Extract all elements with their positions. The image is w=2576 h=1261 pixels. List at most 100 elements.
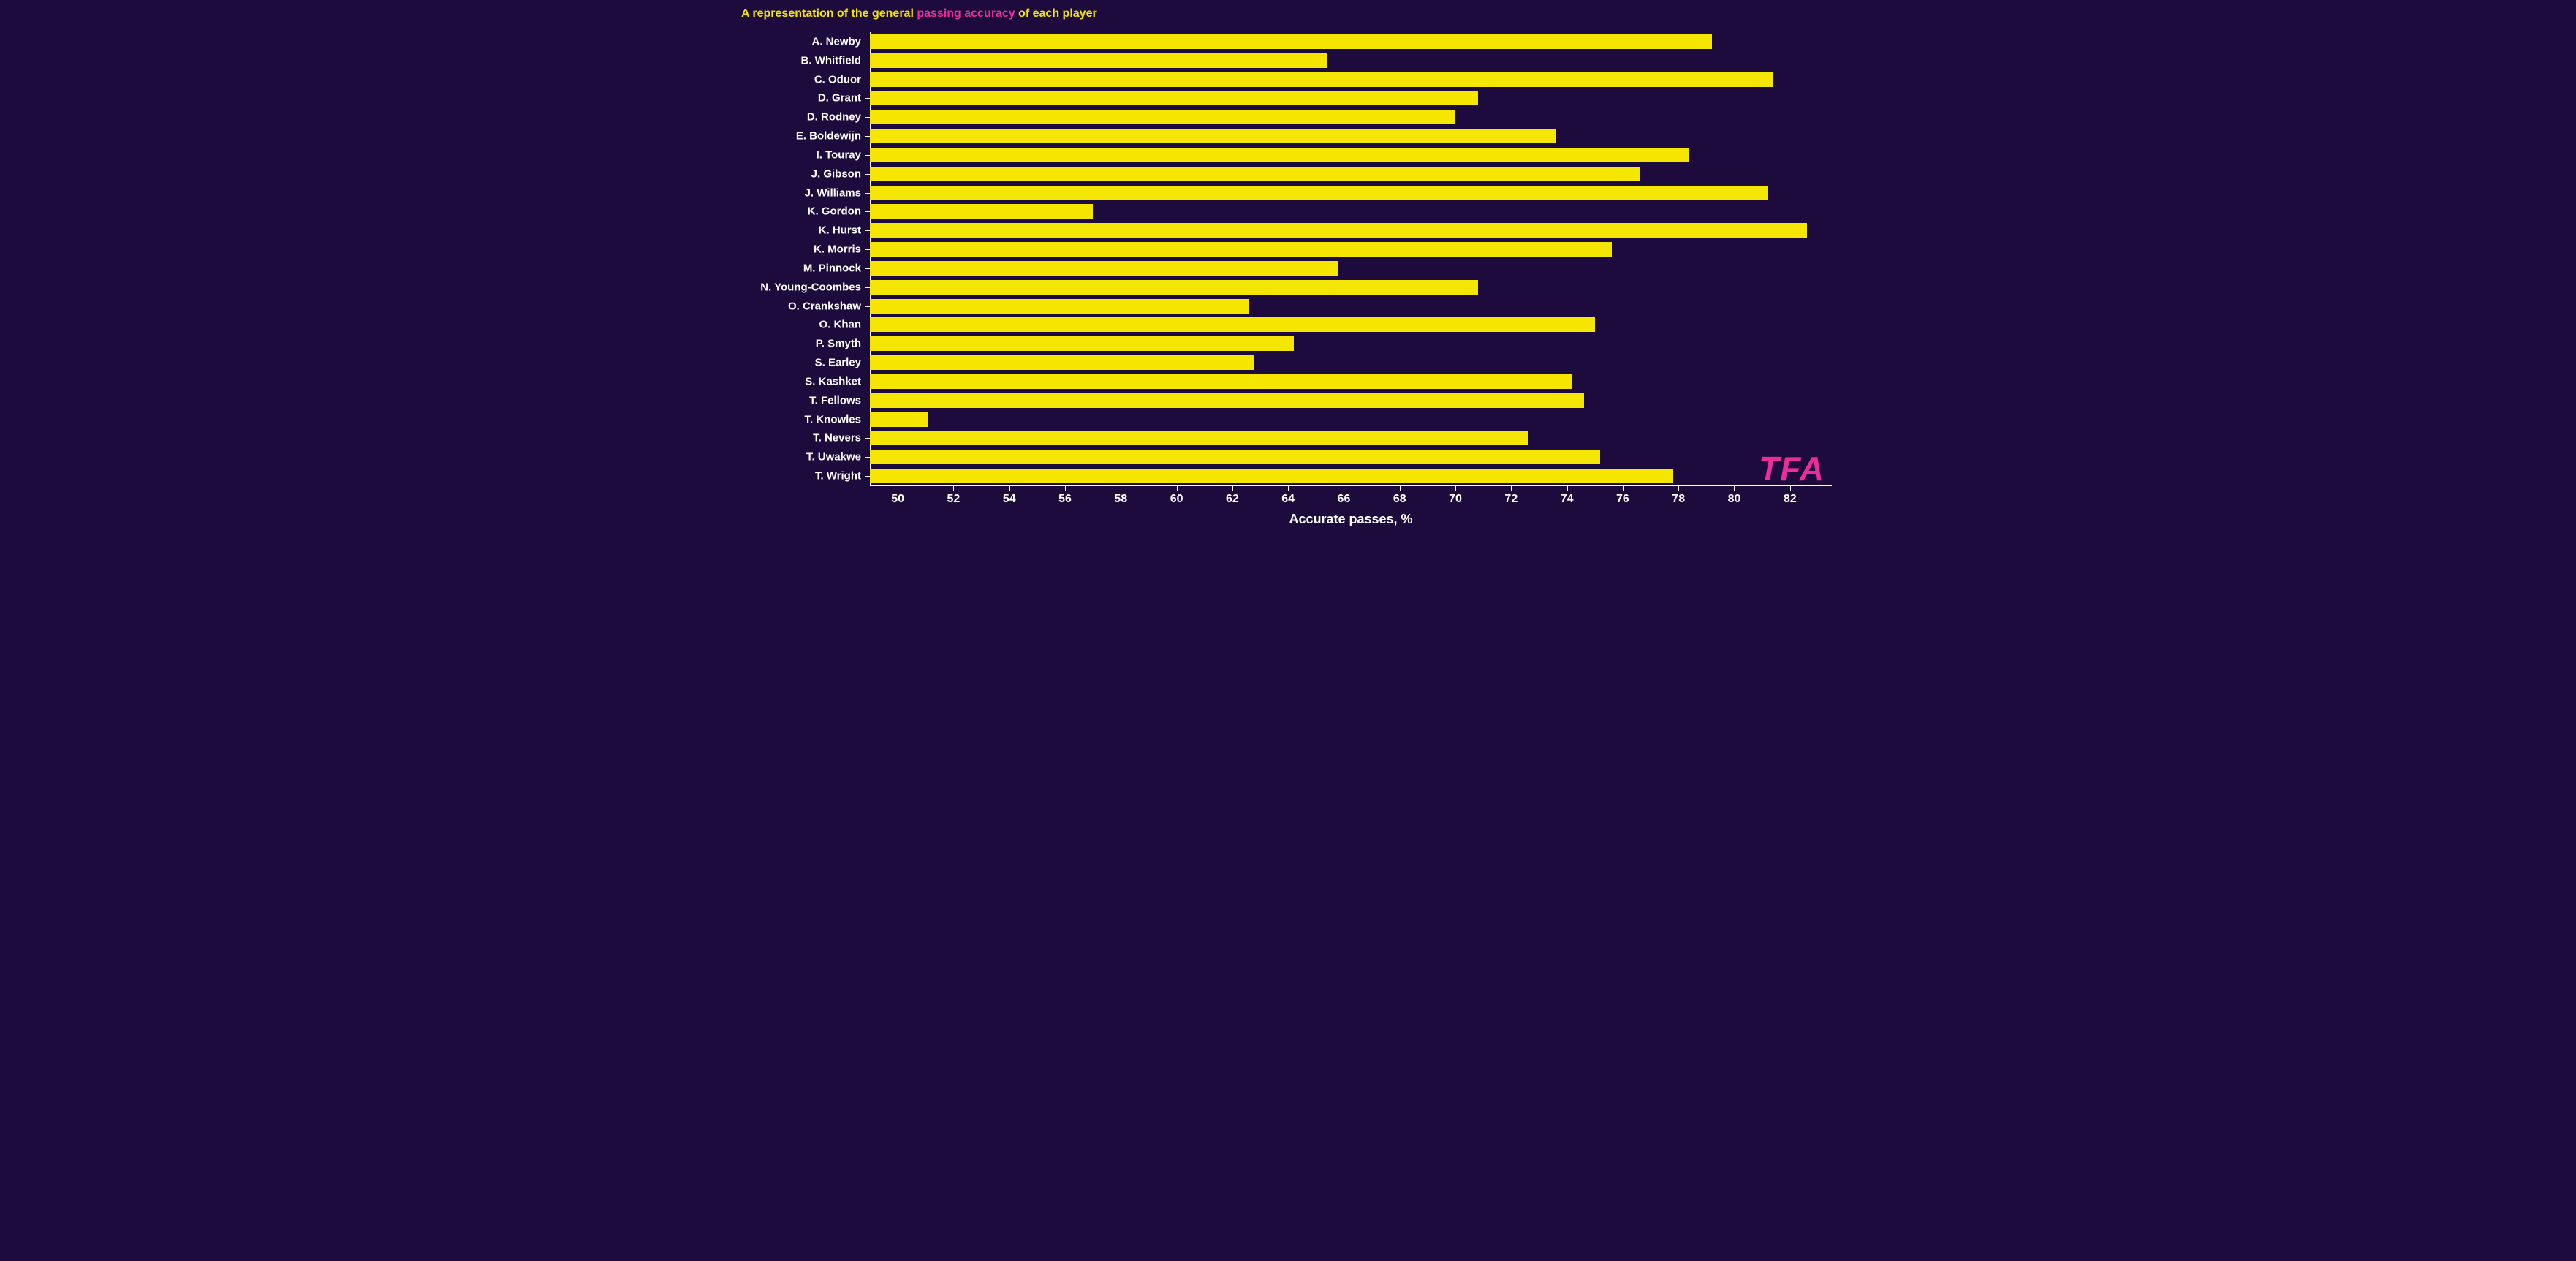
x-tick-mark (1455, 485, 1456, 491)
y-tick-mark (865, 155, 870, 156)
y-tick-label: T. Uwakwe (806, 451, 861, 463)
x-tick-label: 62 (1226, 493, 1239, 506)
y-tick-label: K. Morris (814, 243, 861, 256)
y-tick-mark (865, 306, 870, 307)
x-tick-label: 72 (1504, 493, 1518, 506)
x-tick-label: 74 (1561, 493, 1574, 506)
x-tick-mark (1177, 485, 1178, 491)
bar (870, 167, 1640, 181)
bar (870, 450, 1600, 464)
y-tick-label: T. Nevers (813, 432, 861, 444)
x-tick-label: 68 (1393, 493, 1406, 506)
y-tick-mark (865, 98, 870, 99)
x-tick-label: 64 (1281, 493, 1295, 506)
y-tick-mark (865, 457, 870, 458)
x-tick-mark (1734, 485, 1735, 491)
y-tick-label: A. Newby (811, 35, 861, 48)
x-tick-mark (1065, 485, 1066, 491)
x-tick-mark (953, 485, 954, 491)
x-tick-label: 52 (947, 493, 961, 506)
x-tick-mark (1623, 485, 1624, 491)
bar (870, 204, 1093, 219)
bar (870, 223, 1807, 238)
x-tick-label: 76 (1616, 493, 1629, 506)
bar (870, 374, 1572, 389)
y-tick-label: K. Gordon (808, 205, 861, 218)
title-suffix: of each player (1015, 7, 1097, 20)
y-tick-label: J. Gibson (811, 167, 861, 180)
bar (870, 431, 1528, 445)
chart-stage: A representation of the general passing … (731, 0, 1845, 545)
bar (870, 34, 1712, 49)
y-tick-label: B. Whitfield (801, 54, 862, 67)
bar (870, 355, 1254, 370)
bar (870, 261, 1338, 276)
bar (870, 91, 1478, 105)
x-tick-label: 58 (1114, 493, 1127, 506)
y-tick-label: I. Touray (817, 148, 861, 161)
bar (870, 280, 1478, 295)
x-tick-label: 66 (1338, 493, 1351, 506)
x-tick-label: 60 (1170, 493, 1183, 506)
bar (870, 110, 1455, 124)
title-prefix: A representation of the general (741, 7, 917, 20)
y-tick-label: S. Earley (815, 357, 861, 369)
x-tick-mark (1009, 485, 1010, 491)
y-tick-label: P. Smyth (816, 338, 861, 350)
y-tick-label: N. Young-Coombes (760, 281, 861, 293)
y-tick-mark (865, 211, 870, 212)
x-tick-label: 78 (1672, 493, 1685, 506)
y-tick-label: T. Wright (815, 470, 861, 482)
bar (870, 129, 1556, 143)
y-tick-label: S. Kashket (805, 375, 861, 387)
x-axis-label: Accurate passes, % (1289, 512, 1412, 527)
x-tick-mark (1790, 485, 1791, 491)
bar (870, 317, 1595, 332)
bar (870, 148, 1689, 162)
x-tick-mark (1288, 485, 1289, 491)
watermark-logo: TFA (1759, 449, 1825, 488)
y-tick-label: D. Rodney (807, 111, 861, 124)
chart-title: A representation of the general passing … (741, 7, 1097, 20)
bar (870, 393, 1584, 408)
x-tick-label: 82 (1784, 493, 1797, 506)
y-tick-label: K. Hurst (819, 224, 861, 237)
bar (870, 412, 928, 427)
x-tick-mark (1400, 485, 1401, 491)
x-tick-mark (1567, 485, 1568, 491)
x-tick-label: 54 (1003, 493, 1016, 506)
x-tick-label: 80 (1728, 493, 1741, 506)
y-tick-label: C. Oduor (814, 73, 861, 86)
x-tick-label: 50 (891, 493, 904, 506)
y-tick-mark (865, 117, 870, 118)
bar (870, 186, 1768, 200)
x-tick-label: 56 (1058, 493, 1072, 506)
y-tick-label: D. Grant (818, 92, 861, 105)
y-tick-mark (865, 249, 870, 250)
bar (870, 469, 1673, 483)
x-tick-mark (1511, 485, 1512, 491)
y-tick-label: T. Fellows (809, 394, 861, 406)
bar (870, 72, 1773, 87)
y-tick-mark (865, 476, 870, 477)
bar (870, 53, 1327, 68)
y-tick-mark (865, 438, 870, 439)
y-tick-mark (865, 136, 870, 137)
y-tick-label: E. Boldewijn (796, 130, 861, 143)
y-tick-mark (865, 193, 870, 194)
y-tick-label: O. Khan (819, 319, 861, 331)
x-tick-mark (1678, 485, 1679, 491)
y-tick-label: M. Pinnock (803, 262, 861, 274)
y-tick-label: O. Crankshaw (788, 300, 861, 312)
y-tick-mark (865, 174, 870, 175)
bar (870, 242, 1612, 257)
y-tick-mark (865, 268, 870, 269)
bar (870, 299, 1249, 314)
y-tick-mark (865, 287, 870, 288)
x-tick-mark (1232, 485, 1233, 491)
y-tick-label: J. Williams (805, 186, 861, 199)
y-tick-label: T. Knowles (804, 413, 861, 425)
y-tick-mark (865, 230, 870, 231)
bar (870, 336, 1294, 351)
x-axis-line (870, 485, 1832, 486)
